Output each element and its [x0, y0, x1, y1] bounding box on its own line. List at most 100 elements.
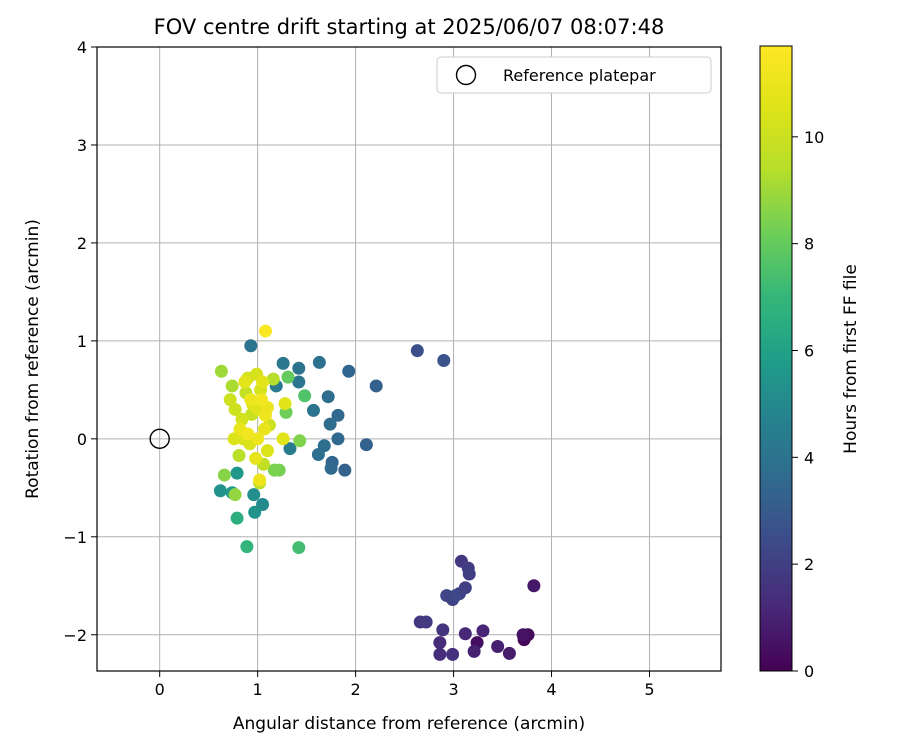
data-point [462, 567, 476, 581]
y-tick-label: 3 [77, 136, 87, 155]
data-point [228, 488, 242, 502]
x-tick-label: 3 [448, 680, 458, 699]
data-point [436, 623, 450, 637]
colorbar-tick-label: 8 [804, 235, 814, 254]
x-axis-label: Angular distance from reference (arcmin) [233, 714, 585, 734]
data-point [293, 434, 307, 448]
x-axis-ticks: 0 1 2 3 4 5 [155, 671, 655, 699]
grid [97, 46, 721, 671]
data-point [258, 324, 272, 338]
y-tick-label: −2 [63, 626, 87, 645]
colorbar-tick-label: 10 [804, 128, 824, 147]
plot-frame [96, 46, 722, 672]
y-axis-label: Rotation from reference (arcmin) [23, 219, 43, 499]
legend: Reference platepar [436, 56, 712, 94]
data-point [247, 488, 261, 502]
data-point [244, 339, 258, 353]
data-point [260, 444, 274, 458]
data-point [232, 448, 246, 462]
data-point [312, 355, 326, 369]
data-point [433, 636, 447, 650]
y-tick-label: −1 [63, 528, 87, 547]
data-point [227, 432, 241, 446]
data-point [369, 379, 383, 393]
data-point [446, 647, 460, 661]
y-axis-ticks: −2 −1 0 1 2 3 4 [63, 38, 97, 645]
colorbar-label: Hours from first FF file [841, 264, 861, 454]
data-point [228, 402, 242, 416]
data-point [249, 451, 263, 465]
data-point [258, 408, 272, 422]
data-point [331, 408, 345, 422]
data-point [467, 644, 481, 658]
data-point [238, 375, 252, 389]
data-point [214, 364, 228, 378]
data-point [230, 466, 244, 480]
data-point [225, 379, 239, 393]
data-point [235, 412, 249, 426]
y-tick-label: 1 [77, 332, 87, 351]
data-point [256, 375, 270, 389]
colorbar-tick-label: 2 [804, 555, 814, 574]
data-point [306, 403, 320, 417]
data-point [410, 344, 424, 358]
data-point [241, 427, 255, 441]
data-point [266, 372, 280, 386]
data-point [321, 390, 335, 404]
data-point [433, 647, 447, 661]
data-point [253, 473, 267, 487]
y-tick-label: 0 [77, 430, 87, 449]
colorbar: 0 2 4 6 8 10 Hours from first FF file [759, 45, 861, 681]
data-point [244, 393, 258, 407]
data-point [419, 615, 433, 629]
data-point [230, 511, 244, 525]
x-tick-label: 0 [155, 680, 165, 699]
data-point [248, 505, 262, 519]
data-point [292, 375, 306, 389]
data-point [449, 589, 463, 603]
data-point [458, 627, 472, 641]
legend-label-reference: Reference platepar [503, 66, 656, 85]
data-point [292, 361, 306, 375]
data-point [437, 353, 451, 367]
colorbar-tick-label: 6 [804, 341, 814, 360]
data-point [276, 432, 290, 446]
data-point [276, 356, 290, 370]
data-point [267, 463, 281, 477]
x-tick-label: 4 [546, 680, 556, 699]
x-tick-label: 2 [351, 680, 361, 699]
colorbar-gradient [759, 45, 793, 672]
data-point [516, 628, 530, 642]
data-point [491, 640, 505, 654]
legend-marker-reference [455, 64, 477, 86]
data-point [217, 468, 231, 482]
data-point [502, 646, 516, 660]
chart-title: FOV centre drift starting at 2025/06/07 … [154, 15, 665, 39]
data-point [292, 541, 306, 555]
data-points [213, 324, 541, 661]
data-point [323, 417, 337, 431]
data-point [324, 461, 338, 475]
data-point [278, 397, 292, 411]
data-point [283, 442, 297, 456]
x-tick-label: 5 [644, 680, 654, 699]
data-point [359, 438, 373, 452]
reference-platepar-marker [149, 428, 170, 450]
data-point [213, 484, 227, 498]
colorbar-tick-label: 4 [804, 448, 814, 467]
data-point [298, 389, 312, 403]
x-tick-label: 1 [253, 680, 263, 699]
data-point [338, 463, 352, 477]
data-point [331, 432, 345, 446]
colorbar-ticks: 0 2 4 6 8 10 [792, 128, 824, 681]
data-point [281, 370, 295, 384]
data-point [476, 624, 490, 638]
colorbar-tick-label: 0 [804, 662, 814, 681]
data-point [311, 448, 325, 462]
y-tick-label: 4 [77, 38, 87, 57]
y-tick-label: 2 [77, 234, 87, 253]
data-point [251, 432, 265, 446]
data-point [527, 579, 541, 593]
